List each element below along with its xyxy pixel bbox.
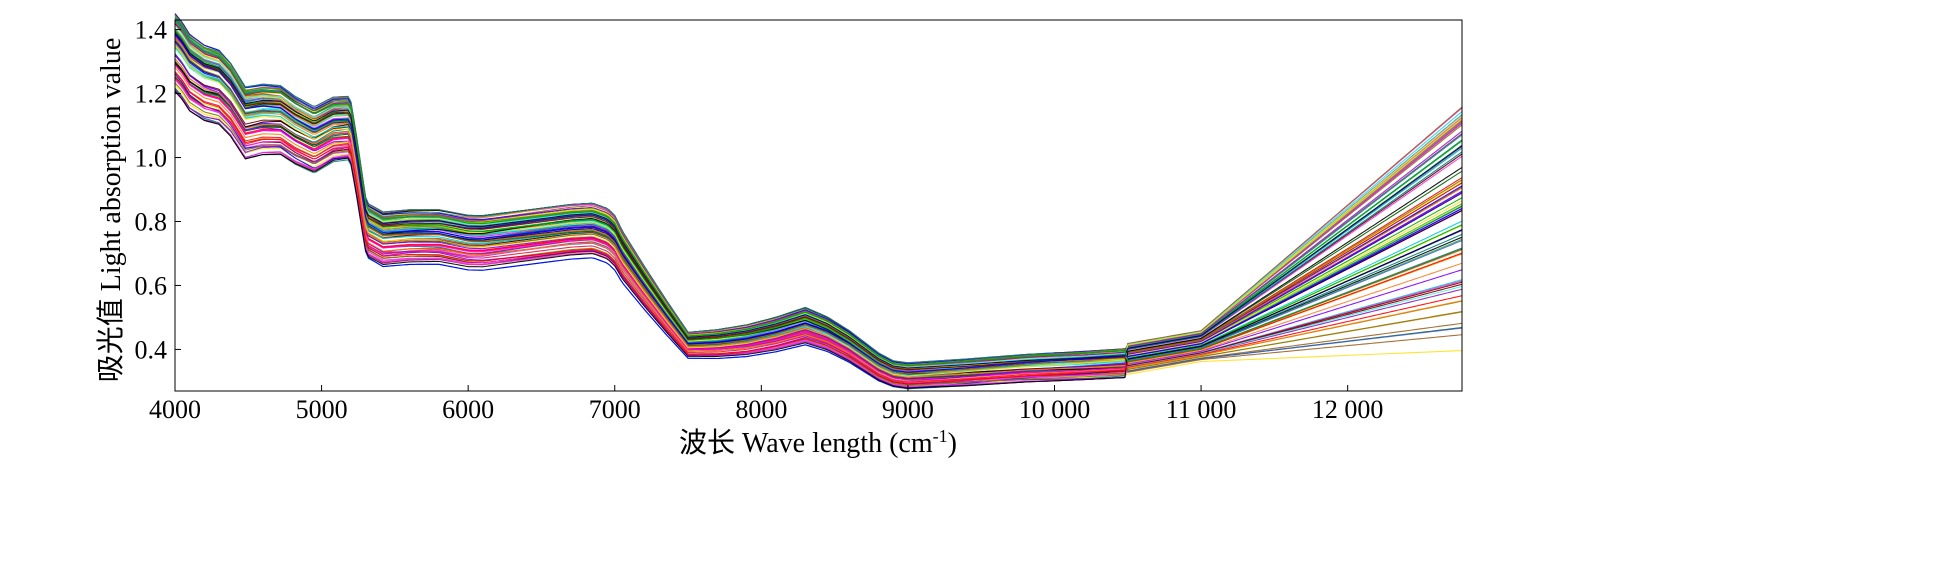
spectrum-line: [174, 33, 1463, 373]
y-tick-label: 0.8: [135, 207, 168, 236]
x-tick-label: 8000: [735, 395, 787, 424]
x-tick-label: 10 000: [1019, 395, 1091, 424]
spectrum-line: [174, 13, 1463, 364]
y-tick-label: 1.2: [135, 80, 168, 109]
y-axis-title: 吸光值 Light absorption value: [95, 38, 127, 383]
spectrum-line: [174, 67, 1463, 383]
spectrum-line: [174, 38, 1463, 369]
spectrum-line: [174, 32, 1463, 369]
x-axis-title-main: 波长 Wave length (cm: [679, 427, 933, 459]
spectrum-line: [174, 17, 1463, 364]
spectrum-line: [174, 19, 1463, 366]
tick-labels: 4000 5000 6000 7000 8000 9000 10 000 11 000 12 0…: [135, 16, 1384, 424]
x-tick-label: 7000: [589, 395, 641, 424]
x-tick-label: 9000: [882, 395, 934, 424]
x-tick-label: 6000: [442, 395, 494, 424]
spectrum-line: [174, 71, 1463, 385]
x-axis-title-superscript: -1: [933, 426, 948, 446]
x-tick-label: 4000: [149, 395, 201, 424]
spectrum-line: [174, 38, 1463, 375]
axis-ticks: [174, 29, 1349, 391]
x-tick-label: 5000: [296, 395, 348, 424]
spectrum-line: [174, 13, 1463, 365]
x-axis-title-close: ): [948, 428, 957, 459]
spectrum-line: [174, 13, 1463, 365]
spectrum-line: [174, 13, 1463, 364]
spectrum-line: [174, 21, 1463, 364]
spectrum-line: [174, 90, 1463, 389]
plot-frame: [174, 19, 1463, 392]
y-tick-label: 0.6: [135, 271, 168, 300]
x-tick-label: 11 000: [1166, 395, 1237, 424]
x-tick-label: 12 000: [1312, 395, 1384, 424]
x-axis-title: 波长 Wave length (cm-1): [679, 426, 957, 459]
spectrum-line: [174, 34, 1463, 371]
spectrum-line: [174, 54, 1463, 379]
spectrum-line: [174, 18, 1463, 364]
y-tick-label: 0.4: [135, 335, 168, 364]
spectrum-line: [174, 31, 1463, 371]
spectra-series-group: [174, 13, 1463, 390]
y-tick-label: 1.0: [135, 144, 168, 173]
y-tick-label: 1.4: [135, 16, 168, 45]
spectrum-line: [174, 63, 1463, 380]
spectrum-line: [174, 53, 1463, 382]
spectrum-line: [174, 62, 1463, 375]
spectrum-line: [174, 58, 1463, 378]
